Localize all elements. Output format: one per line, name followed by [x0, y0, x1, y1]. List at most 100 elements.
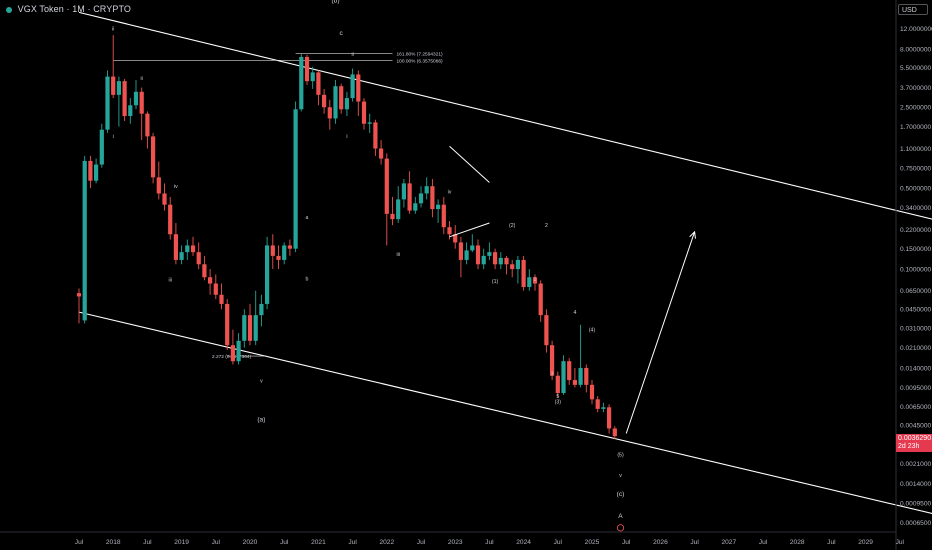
candle [510, 259, 515, 278]
candle [521, 255, 526, 291]
price-tick-label: 2.5000000 [900, 105, 932, 112]
price-tick-label: 0.5000000 [900, 186, 932, 193]
candle-body [470, 245, 475, 251]
title-sep: · [63, 4, 73, 14]
candle-body [447, 227, 452, 235]
candle [293, 101, 298, 253]
candle [401, 178, 406, 208]
wave-label: 1 [534, 277, 537, 283]
last-price-label: 0.0036290 2d 23h [896, 434, 932, 452]
candle-body [379, 148, 384, 159]
last-price: 0.0036290 [898, 435, 932, 442]
candle-body [532, 277, 538, 284]
candle [379, 140, 384, 165]
price-tick-label: 0.7500000 [900, 165, 932, 172]
candle-body [82, 160, 87, 321]
candle-body [589, 384, 595, 400]
candle [407, 171, 412, 214]
triangle-lower-line[interactable] [449, 222, 490, 238]
candle-body [601, 407, 606, 409]
candle-body [390, 213, 395, 220]
candle [213, 274, 218, 300]
candle-body [139, 91, 144, 114]
candle [607, 404, 612, 434]
symbol-name: VGX Token [17, 4, 64, 14]
time-tick-label: 2021 [311, 539, 326, 546]
candle [453, 225, 458, 249]
candle [304, 54, 310, 85]
candle [601, 402, 606, 413]
time-axis[interactable]: Jul 2018 Jul 2019 Jul 2020 Jul 2021 Jul 2022 Jul 20… [75, 539, 905, 546]
title-sep-2: · [84, 4, 94, 14]
candle [219, 283, 224, 310]
candle-body [185, 245, 190, 253]
price-axis[interactable]: 12.0000000 8.0000000 5.5000000 3.7000000 2.5… [900, 26, 932, 527]
wave-label: (a) [257, 417, 265, 424]
time-tick-label: Jul [417, 539, 426, 546]
time-tick-label: 2022 [379, 539, 394, 546]
candle-body [339, 86, 344, 110]
candle [527, 269, 532, 291]
candle [555, 371, 560, 398]
candle [493, 248, 498, 270]
candle-body [493, 252, 498, 265]
wave-label: (3) [555, 400, 562, 406]
candle-body [116, 81, 121, 95]
channel-lower-line[interactable] [78, 311, 932, 519]
symbol-header[interactable]: VGX Token · 1M · CRYPTO [6, 4, 131, 14]
candle-body [173, 234, 178, 260]
candle-body [498, 257, 503, 265]
wave-label: (4) [589, 327, 596, 333]
candle-body [213, 283, 218, 295]
projection-arrow-head-icon[interactable] [689, 230, 696, 239]
fib-label: 100.00% (6.3575066) [397, 58, 444, 64]
wave-label: iv [174, 184, 178, 190]
time-tick-label: Jul [280, 539, 289, 546]
candle [475, 239, 481, 270]
wave-label: (c) [617, 491, 625, 498]
time-tick-label: 2026 [653, 539, 668, 546]
candle [458, 236, 463, 278]
triangle-upper-line[interactable] [449, 145, 490, 183]
candle [333, 79, 338, 124]
wave-label: c [340, 30, 344, 37]
wave-label: iii [168, 278, 171, 284]
candle-body [527, 277, 532, 288]
candle [242, 309, 247, 348]
candle-body [344, 98, 349, 110]
wave-label: 5 [556, 394, 559, 400]
projection-arrow-line[interactable] [625, 231, 696, 434]
candle-body [481, 255, 486, 265]
time-tick-label: 2018 [106, 539, 121, 546]
candle [390, 196, 395, 226]
fib-label: 161.80% (7.2594321) [397, 52, 444, 58]
candle [122, 78, 127, 122]
candle-body [310, 72, 315, 82]
price-tick-label: 5.5000000 [900, 65, 932, 72]
time-tick-label: Jul [622, 539, 631, 546]
candle-body [436, 204, 441, 210]
candle [498, 252, 503, 270]
candle [156, 161, 161, 200]
currency-button[interactable]: USD [898, 4, 928, 15]
candle-body [99, 129, 104, 165]
bar-countdown: 2d 23h [898, 443, 920, 450]
candle [247, 303, 253, 346]
candle [173, 223, 178, 265]
candle [128, 98, 133, 124]
time-tick-label: 2023 [448, 539, 463, 546]
candle [544, 309, 549, 353]
candle [94, 158, 99, 184]
candle [76, 288, 82, 324]
candle-body [88, 160, 93, 181]
drawings[interactable] [449, 145, 696, 434]
candle-body [361, 101, 367, 124]
price-tick-label: 0.0450000 [900, 307, 932, 314]
channel-upper-line[interactable] [78, 11, 932, 225]
trend-channel[interactable] [78, 11, 932, 519]
wave-label: ii [351, 52, 353, 58]
candle [310, 66, 315, 89]
price-tick-label: 0.2200000 [900, 227, 932, 234]
